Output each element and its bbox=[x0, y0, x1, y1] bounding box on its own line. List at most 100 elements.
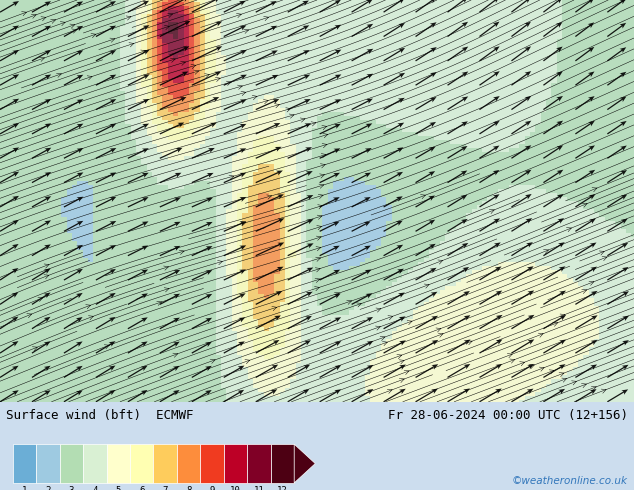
FancyArrowPatch shape bbox=[141, 50, 146, 54]
FancyArrowPatch shape bbox=[581, 384, 586, 388]
FancyArrowPatch shape bbox=[126, 16, 131, 20]
FancyArrowPatch shape bbox=[171, 58, 175, 62]
FancyArrowPatch shape bbox=[404, 370, 409, 374]
Text: 12: 12 bbox=[277, 487, 288, 490]
Text: ©weatheronline.co.uk: ©weatheronline.co.uk bbox=[512, 476, 628, 486]
FancyArrowPatch shape bbox=[320, 164, 325, 168]
FancyArrowPatch shape bbox=[191, 64, 196, 69]
FancyArrowPatch shape bbox=[32, 347, 37, 351]
FancyArrowPatch shape bbox=[263, 99, 268, 104]
FancyArrowPatch shape bbox=[510, 359, 515, 363]
FancyArrowPatch shape bbox=[438, 333, 443, 337]
Bar bbox=[153, 444, 177, 483]
FancyArrowPatch shape bbox=[601, 389, 606, 393]
FancyArrowPatch shape bbox=[194, 70, 198, 74]
FancyArrowPatch shape bbox=[437, 260, 443, 264]
FancyArrowPatch shape bbox=[321, 154, 326, 158]
FancyArrowPatch shape bbox=[356, 303, 361, 307]
FancyArrowPatch shape bbox=[181, 61, 185, 66]
FancyArrowPatch shape bbox=[397, 355, 402, 359]
Text: Fr 28-06-2024 00:00 UTC (12+156): Fr 28-06-2024 00:00 UTC (12+156) bbox=[387, 409, 628, 422]
FancyArrowPatch shape bbox=[376, 308, 381, 312]
FancyArrowPatch shape bbox=[264, 17, 269, 21]
FancyArrowPatch shape bbox=[164, 266, 169, 270]
FancyArrowPatch shape bbox=[31, 14, 36, 18]
Text: 10: 10 bbox=[230, 487, 241, 490]
FancyArrowPatch shape bbox=[599, 251, 604, 255]
FancyArrowPatch shape bbox=[529, 365, 534, 368]
FancyArrowPatch shape bbox=[399, 360, 404, 364]
Text: 7: 7 bbox=[162, 487, 168, 490]
Bar bbox=[271, 444, 294, 483]
Text: 9: 9 bbox=[209, 487, 215, 490]
FancyArrowPatch shape bbox=[91, 33, 96, 38]
FancyArrowPatch shape bbox=[592, 188, 597, 192]
FancyArrowPatch shape bbox=[44, 275, 49, 279]
FancyArrowPatch shape bbox=[315, 268, 320, 272]
FancyArrowPatch shape bbox=[602, 257, 607, 261]
FancyArrowPatch shape bbox=[322, 125, 327, 130]
Bar bbox=[247, 444, 271, 483]
FancyArrowPatch shape bbox=[507, 354, 512, 358]
FancyArrowPatch shape bbox=[173, 353, 178, 357]
FancyArrowPatch shape bbox=[318, 205, 323, 209]
FancyArrowPatch shape bbox=[571, 381, 576, 385]
FancyArrowPatch shape bbox=[334, 292, 339, 296]
FancyArrowPatch shape bbox=[559, 372, 564, 377]
FancyArrowPatch shape bbox=[316, 246, 321, 251]
Text: 5: 5 bbox=[115, 487, 121, 490]
FancyArrowPatch shape bbox=[272, 307, 276, 311]
FancyArrowPatch shape bbox=[317, 215, 322, 220]
Text: 1: 1 bbox=[22, 487, 27, 490]
FancyArrowPatch shape bbox=[489, 210, 495, 214]
Polygon shape bbox=[294, 444, 315, 483]
Bar bbox=[130, 444, 153, 483]
Bar bbox=[83, 444, 107, 483]
FancyArrowPatch shape bbox=[245, 360, 250, 364]
FancyArrowPatch shape bbox=[553, 322, 558, 326]
FancyArrowPatch shape bbox=[582, 290, 586, 294]
FancyArrowPatch shape bbox=[592, 386, 596, 391]
FancyArrowPatch shape bbox=[320, 174, 325, 178]
FancyArrowPatch shape bbox=[543, 249, 548, 254]
FancyArrowPatch shape bbox=[387, 389, 392, 393]
FancyArrowPatch shape bbox=[241, 221, 246, 226]
FancyArrowPatch shape bbox=[322, 144, 327, 148]
FancyArrowPatch shape bbox=[467, 341, 472, 345]
FancyArrowPatch shape bbox=[110, 38, 115, 42]
FancyArrowPatch shape bbox=[226, 81, 231, 85]
FancyArrowPatch shape bbox=[72, 29, 77, 33]
FancyArrowPatch shape bbox=[538, 333, 543, 337]
FancyArrowPatch shape bbox=[562, 378, 567, 382]
FancyArrowPatch shape bbox=[39, 57, 44, 61]
FancyArrowPatch shape bbox=[216, 77, 220, 81]
FancyArrowPatch shape bbox=[252, 96, 257, 99]
FancyArrowPatch shape bbox=[289, 114, 294, 118]
FancyArrowPatch shape bbox=[520, 362, 524, 366]
Text: 2: 2 bbox=[45, 487, 51, 490]
FancyArrowPatch shape bbox=[51, 19, 56, 24]
FancyArrowPatch shape bbox=[88, 316, 93, 320]
FancyArrowPatch shape bbox=[424, 284, 429, 288]
FancyArrowPatch shape bbox=[129, 43, 134, 47]
FancyArrowPatch shape bbox=[38, 297, 42, 301]
FancyArrowPatch shape bbox=[22, 12, 27, 16]
FancyArrowPatch shape bbox=[205, 74, 209, 78]
FancyArrowPatch shape bbox=[399, 378, 404, 383]
Text: 4: 4 bbox=[92, 487, 98, 490]
FancyArrowPatch shape bbox=[179, 250, 184, 254]
Bar bbox=[224, 444, 247, 483]
FancyArrowPatch shape bbox=[315, 278, 320, 283]
FancyArrowPatch shape bbox=[319, 184, 324, 188]
FancyArrowPatch shape bbox=[217, 261, 223, 265]
Text: 3: 3 bbox=[68, 487, 74, 490]
FancyArrowPatch shape bbox=[316, 257, 321, 261]
FancyArrowPatch shape bbox=[375, 326, 380, 330]
Text: 11: 11 bbox=[254, 487, 264, 490]
FancyArrowPatch shape bbox=[566, 228, 571, 232]
FancyArrowPatch shape bbox=[87, 76, 92, 80]
FancyArrowPatch shape bbox=[267, 195, 271, 199]
FancyArrowPatch shape bbox=[318, 195, 323, 198]
Bar bbox=[13, 444, 36, 483]
FancyArrowPatch shape bbox=[314, 287, 320, 291]
